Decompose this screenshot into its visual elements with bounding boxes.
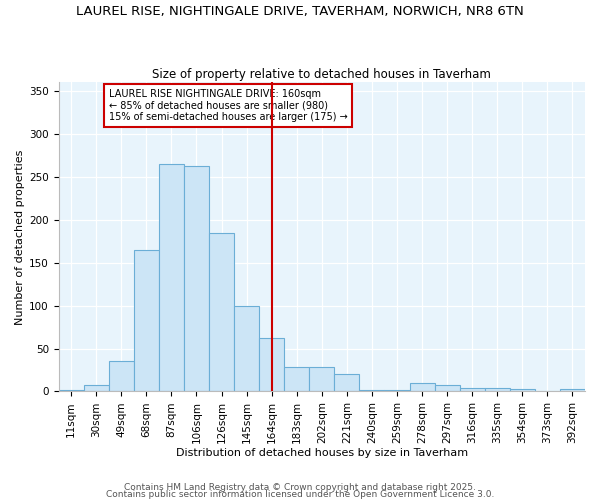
Bar [59, 390, 84, 392]
Bar [209, 232, 234, 392]
Y-axis label: Number of detached properties: Number of detached properties [15, 149, 25, 324]
Bar [309, 368, 334, 392]
Bar [385, 390, 410, 392]
Bar [159, 164, 184, 392]
Bar [535, 390, 560, 392]
Bar [134, 250, 159, 392]
Bar [284, 368, 309, 392]
Bar [334, 374, 359, 392]
Text: LAUREL RISE NIGHTINGALE DRIVE: 160sqm
← 85% of detached houses are smaller (980): LAUREL RISE NIGHTINGALE DRIVE: 160sqm ← … [109, 89, 347, 122]
Text: LAUREL RISE, NIGHTINGALE DRIVE, TAVERHAM, NORWICH, NR8 6TN: LAUREL RISE, NIGHTINGALE DRIVE, TAVERHAM… [76, 5, 524, 18]
Bar [109, 362, 134, 392]
Text: Contains public sector information licensed under the Open Government Licence 3.: Contains public sector information licen… [106, 490, 494, 499]
Bar [234, 306, 259, 392]
Bar [434, 386, 460, 392]
Bar [259, 338, 284, 392]
Title: Size of property relative to detached houses in Taverham: Size of property relative to detached ho… [152, 68, 491, 81]
Bar [359, 390, 385, 392]
Bar [410, 383, 434, 392]
Bar [184, 166, 209, 392]
Text: Contains HM Land Registry data © Crown copyright and database right 2025.: Contains HM Land Registry data © Crown c… [124, 484, 476, 492]
Bar [485, 388, 510, 392]
X-axis label: Distribution of detached houses by size in Taverham: Distribution of detached houses by size … [176, 448, 468, 458]
Bar [510, 389, 535, 392]
Bar [84, 384, 109, 392]
Bar [560, 389, 585, 392]
Bar [460, 388, 485, 392]
